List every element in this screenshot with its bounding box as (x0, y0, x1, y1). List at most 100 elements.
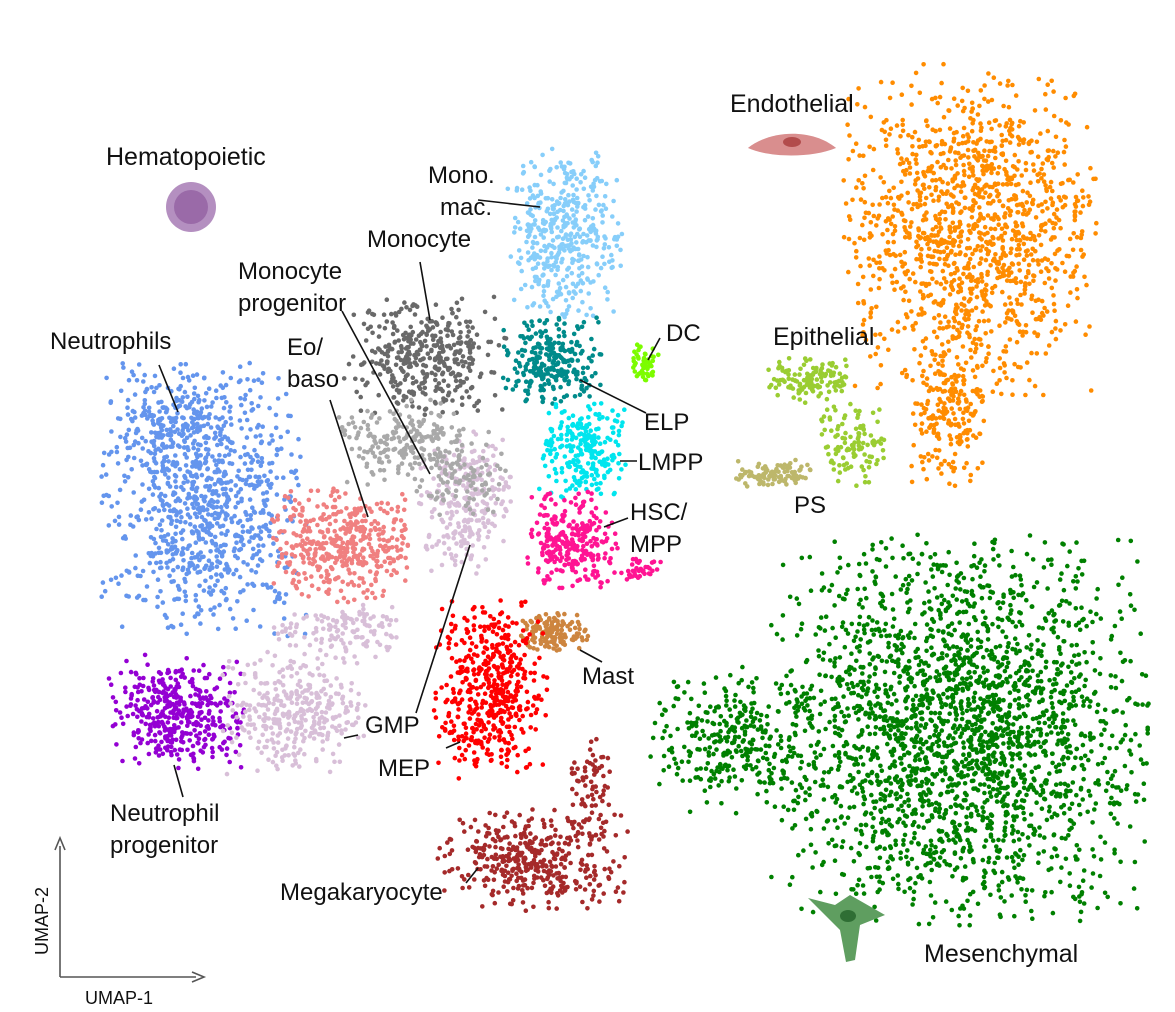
point-mep (508, 656, 513, 661)
point-gmp (334, 618, 340, 624)
point-elp (591, 346, 597, 352)
point-neutrophils (208, 425, 214, 430)
point-neutrophil-progenitor (168, 710, 173, 715)
point-monocyte-progenitor (452, 439, 458, 445)
point-eo-baso (300, 538, 305, 543)
point-eo-baso (398, 547, 404, 552)
point-eo-baso (352, 512, 357, 517)
point-mep (506, 724, 512, 729)
point-neutrophils (101, 493, 106, 499)
point-lmpp (549, 440, 555, 445)
point-neutrophils (168, 432, 174, 438)
point-neutrophils (165, 542, 171, 547)
point-eo-baso (279, 552, 285, 557)
point-monocyte-progenitor (437, 414, 443, 419)
point-neutrophil-progenitor (237, 743, 243, 748)
point-neutrophils (259, 479, 264, 485)
point-mono-mac (541, 289, 547, 294)
point-eo-baso (294, 585, 300, 591)
point-mast (573, 636, 578, 641)
point-mono-mac (512, 225, 518, 230)
point-eo-baso (277, 530, 282, 535)
point-hsc-mpp (548, 553, 553, 559)
point-eo-baso (316, 564, 322, 570)
point-gmp (319, 619, 325, 624)
point-monocyte (459, 395, 465, 401)
point-eo-baso (391, 526, 396, 532)
point-neutrophil-progenitor (136, 736, 141, 741)
point-neutrophils (149, 516, 154, 521)
point-mep (525, 699, 531, 705)
point-neutrophils (219, 441, 224, 447)
point-monocyte-progenitor (437, 465, 443, 471)
point-neutrophils (144, 461, 150, 467)
point-neutrophil-progenitor (154, 721, 160, 727)
point-hsc-mpp (548, 535, 553, 540)
point-eo-baso (332, 504, 338, 510)
point-monocyte (395, 401, 401, 406)
point-neutrophils (205, 475, 211, 481)
point-neutrophils (104, 375, 109, 381)
point-monocyte-progenitor (428, 456, 433, 461)
point-neutrophils (201, 588, 207, 593)
point-lmpp (619, 467, 624, 472)
point-gmp (298, 725, 304, 730)
point-neutrophils (194, 514, 200, 520)
point-neutrophils (185, 512, 191, 517)
point-neutrophils (214, 504, 220, 510)
point-gmp (373, 654, 378, 660)
point-neutrophils (199, 406, 205, 411)
point-eo-baso (355, 520, 360, 525)
point-monocyte-progenitor (378, 450, 384, 456)
point-elp (580, 365, 586, 371)
point-lmpp (593, 411, 598, 417)
point-hsc-mpp (559, 585, 565, 591)
point-neutrophils (145, 416, 150, 421)
point-hsc-mpp (573, 526, 579, 531)
point-neutrophils (215, 626, 221, 632)
point-neutrophils (249, 535, 254, 540)
point-neutrophils (269, 460, 275, 466)
point-gmp (327, 623, 333, 628)
point-mep (508, 643, 514, 648)
point-neutrophils (210, 454, 215, 459)
point-monocyte-progenitor (434, 490, 440, 495)
point-gmp (326, 702, 331, 707)
point-neutrophils (259, 380, 265, 386)
point-gmp (476, 533, 482, 539)
point-gmp (240, 727, 246, 732)
point-neutrophils (247, 360, 252, 366)
point-neutrophils (164, 454, 170, 460)
point-neutrophils (221, 492, 226, 497)
point-eo-baso (356, 583, 362, 588)
point-gmp (365, 638, 370, 644)
point-gmp (261, 723, 266, 729)
point-gmp (229, 730, 235, 736)
point-gmp (493, 446, 498, 452)
point-gmp (294, 710, 300, 716)
point-mono-mac (508, 254, 514, 259)
point-elp (533, 331, 539, 336)
point-hsc-mpp (543, 494, 548, 499)
point-mono-mac (551, 181, 556, 187)
point-eo-baso (278, 546, 283, 552)
point-monocyte-progenitor (382, 440, 388, 446)
point-gmp (295, 682, 301, 687)
point-neutrophils (183, 520, 188, 525)
point-gmp (294, 696, 300, 702)
point-mono-mac (585, 214, 591, 219)
point-neutrophil-progenitor (145, 699, 151, 705)
point-monocyte-progenitor (390, 429, 396, 435)
point-monocyte (346, 361, 352, 367)
point-monocyte (457, 350, 462, 356)
point-mono-mac (569, 270, 575, 276)
point-lmpp (603, 461, 609, 466)
point-gmp (283, 743, 289, 749)
point-hsc-mpp (534, 520, 540, 526)
point-mep (539, 697, 544, 702)
point-monocyte (446, 367, 451, 373)
point-neutrophils (108, 400, 113, 406)
point-neutrophils (103, 472, 109, 477)
point-neutrophils (195, 570, 200, 575)
point-neutrophils (118, 388, 124, 394)
